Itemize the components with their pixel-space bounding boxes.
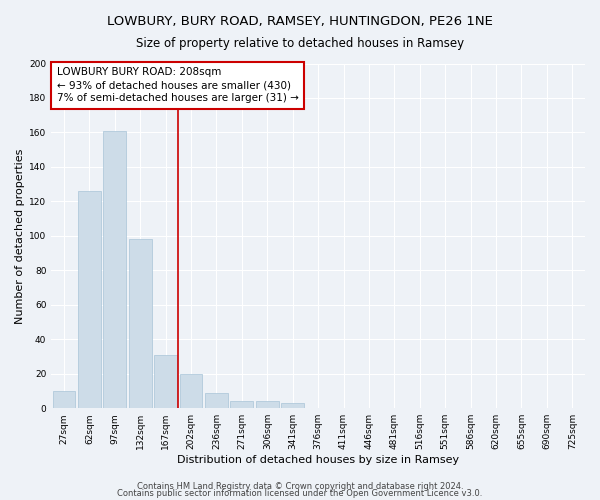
Y-axis label: Number of detached properties: Number of detached properties — [15, 148, 25, 324]
Bar — [256, 402, 279, 408]
X-axis label: Distribution of detached houses by size in Ramsey: Distribution of detached houses by size … — [177, 455, 459, 465]
Bar — [205, 392, 228, 408]
Text: Contains public sector information licensed under the Open Government Licence v3: Contains public sector information licen… — [118, 489, 482, 498]
Text: Size of property relative to detached houses in Ramsey: Size of property relative to detached ho… — [136, 38, 464, 51]
Bar — [230, 402, 253, 408]
Text: LOWBURY, BURY ROAD, RAMSEY, HUNTINGDON, PE26 1NE: LOWBURY, BURY ROAD, RAMSEY, HUNTINGDON, … — [107, 15, 493, 28]
Text: LOWBURY BURY ROAD: 208sqm
← 93% of detached houses are smaller (430)
7% of semi-: LOWBURY BURY ROAD: 208sqm ← 93% of detac… — [56, 67, 298, 104]
Bar — [154, 355, 177, 408]
Bar — [129, 240, 152, 408]
Bar — [281, 403, 304, 408]
Bar — [179, 374, 202, 408]
Text: Contains HM Land Registry data © Crown copyright and database right 2024.: Contains HM Land Registry data © Crown c… — [137, 482, 463, 491]
Bar — [53, 391, 76, 408]
Bar — [78, 191, 101, 408]
Bar — [103, 130, 126, 408]
